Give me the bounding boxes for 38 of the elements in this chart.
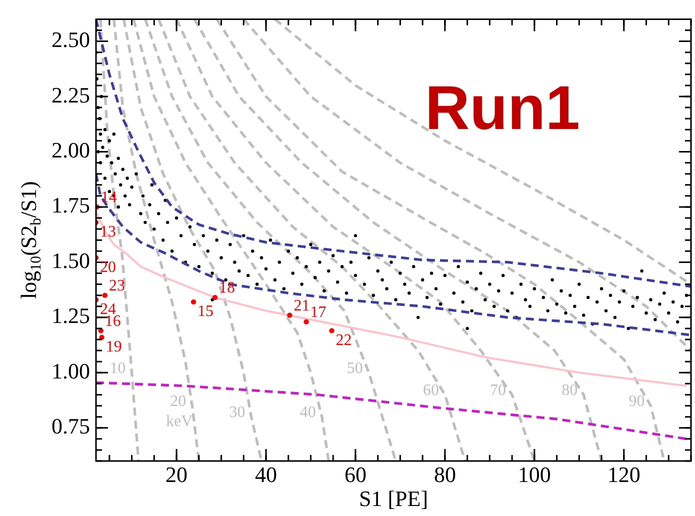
annotation: keV: [166, 413, 193, 430]
annotation: 16: [104, 312, 121, 330]
x-tick-label: 120: [607, 462, 640, 487]
series-label: 80: [562, 382, 578, 399]
annotation: 19: [106, 338, 122, 356]
y-tick-label: 1.50: [52, 248, 90, 273]
annotation: 17: [310, 304, 326, 322]
y-tick-label: 1.25: [52, 303, 90, 328]
series-label: 50: [346, 360, 363, 377]
annotation: 20: [100, 258, 116, 276]
series-label: 90: [628, 392, 645, 410]
series-label: 70: [490, 382, 506, 399]
annotation: 15: [198, 303, 214, 320]
annotation: 13: [100, 224, 116, 241]
y-tick-label: 1.75: [52, 192, 90, 218]
series-label: 20: [170, 392, 186, 410]
annotation: 22: [336, 332, 352, 349]
annotation: 23: [108, 278, 125, 295]
x-tick-label: 40: [255, 462, 277, 487]
y-tick-label: 0.75: [52, 414, 90, 439]
x-tick-label: 60: [344, 462, 366, 487]
y-tick-label: 1.00: [52, 358, 90, 384]
annotation: Run1: [425, 74, 580, 143]
x-axis-title: S1 [PE]: [358, 486, 428, 511]
y-tick-label: 2.50: [52, 27, 90, 52]
annotation: 14: [100, 189, 117, 206]
x-tick-label: 100: [518, 462, 551, 487]
series-label: 60: [422, 382, 439, 399]
annotation: 18: [219, 280, 235, 297]
annotation: 21: [294, 297, 310, 314]
series-label: 10: [110, 360, 126, 377]
y-tick-label: 2.00: [52, 138, 90, 163]
y-tick-label: 2.25: [52, 82, 90, 108]
series-label: 30: [229, 404, 246, 422]
y-axis-title: log10(S2b/S1): [16, 181, 45, 300]
series-label: 40: [300, 404, 316, 422]
x-tick-label: 80: [434, 462, 456, 487]
x-tick-label: 20: [166, 462, 188, 487]
